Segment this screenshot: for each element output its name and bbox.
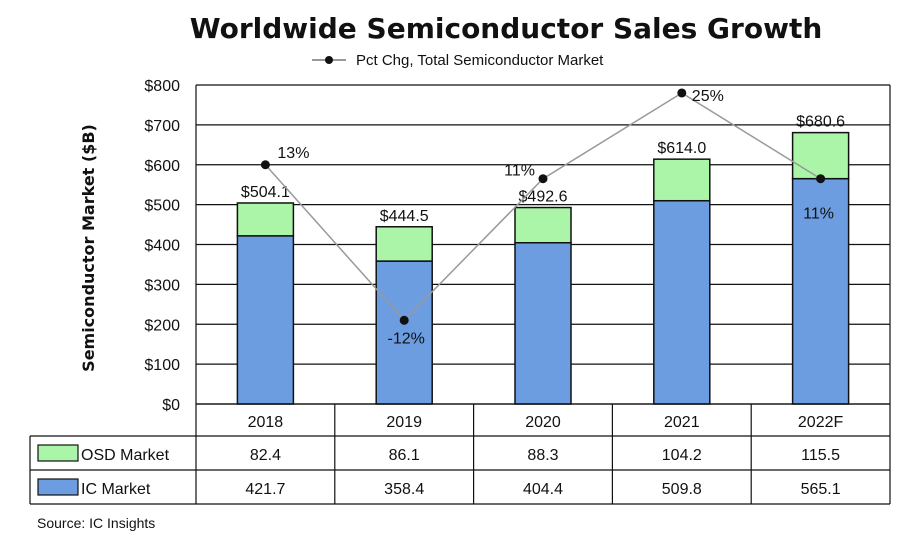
category-label: 2018 <box>248 414 284 431</box>
y-tick-label: $500 <box>144 198 180 215</box>
legend-marker <box>325 56 333 64</box>
chart-title: Worldwide Semiconductor Sales Growth <box>190 12 823 45</box>
pct-change-label: 11% <box>504 163 535 180</box>
bar-ic-market <box>514 241 572 405</box>
y-tick-label: $700 <box>144 118 180 135</box>
table-cell: 115.5 <box>801 447 840 464</box>
y-tick-label: $600 <box>144 158 180 175</box>
table-row-label: IC Market <box>81 481 151 498</box>
bar-ic-market <box>653 199 711 405</box>
table-cell: 509.8 <box>662 481 702 498</box>
table-cell: 86.1 <box>389 447 420 464</box>
pct-change-label: -12% <box>388 330 425 347</box>
table-cell: 104.2 <box>662 447 702 464</box>
table-cell: 565.1 <box>801 481 841 498</box>
legend-swatch <box>37 444 79 462</box>
y-axis-label: Semiconductor Market ($B) <box>79 124 98 372</box>
bar-total-label: $444.5 <box>380 208 429 225</box>
y-tick-label: $200 <box>144 317 180 334</box>
bars <box>236 131 850 405</box>
pct-change-point <box>677 88 687 98</box>
bar-ic-market <box>236 235 295 405</box>
pct-change-point <box>538 174 548 184</box>
pct-change-point <box>816 174 826 184</box>
pct-change-label: 11% <box>803 206 834 223</box>
bar-osd-market <box>653 158 711 202</box>
bar-total-label: $504.1 <box>241 184 290 201</box>
legend-swatch <box>37 478 79 496</box>
source-note: Source: IC Insights <box>37 515 155 531</box>
table-row-label: OSD Market <box>81 447 170 464</box>
y-tick-label: $0 <box>162 397 180 414</box>
category-label: 2020 <box>525 414 561 431</box>
pct-change-label: 13% <box>277 145 309 162</box>
bar-osd-market <box>514 206 572 244</box>
category-label: 2022F <box>798 414 844 431</box>
legend: Pct Chg, Total Semiconductor Market <box>312 52 604 69</box>
y-tick-label: $400 <box>144 238 180 255</box>
bar-total-label: $492.6 <box>519 189 568 206</box>
pct-change-label: 25% <box>692 88 724 105</box>
table-cell: 421.7 <box>245 481 285 498</box>
category-label: 2019 <box>386 414 422 431</box>
y-tick-label: $300 <box>144 277 180 294</box>
table-cell: 404.4 <box>523 481 563 498</box>
pct-change-labels: 13% -12% 11% 25% 11% <box>277 88 834 347</box>
table-cell: 82.4 <box>250 447 281 464</box>
y-tick-label: $800 <box>144 78 180 95</box>
table-cell: 358.4 <box>384 481 424 498</box>
y-axis-ticks: $0 $100 $200 $300 $400 $500 $600 $700 $800 <box>144 78 180 414</box>
legend-label: Pct Chg, Total Semiconductor Market <box>356 52 604 69</box>
bar-osd-market <box>791 131 850 180</box>
table-cell: 88.3 <box>527 447 558 464</box>
pct-change-point <box>399 315 409 325</box>
bar-total-label: $680.6 <box>796 114 845 131</box>
pct-change-point <box>260 160 270 170</box>
category-label: 2021 <box>664 414 700 431</box>
pct-change-line <box>260 88 826 325</box>
bar-total-labels: $504.1 $444.5 $492.6 $614.0 $680.6 <box>241 114 845 225</box>
bar-osd-market <box>375 226 433 262</box>
y-tick-label: $100 <box>144 357 180 374</box>
data-table: 2018 2019 2020 2021 2022F OSD Market 82.4 86.1 8… <box>29 403 891 505</box>
bar-ic-market <box>375 260 433 405</box>
bar-osd-market <box>236 202 295 237</box>
bar-total-label: $614.0 <box>657 140 706 157</box>
